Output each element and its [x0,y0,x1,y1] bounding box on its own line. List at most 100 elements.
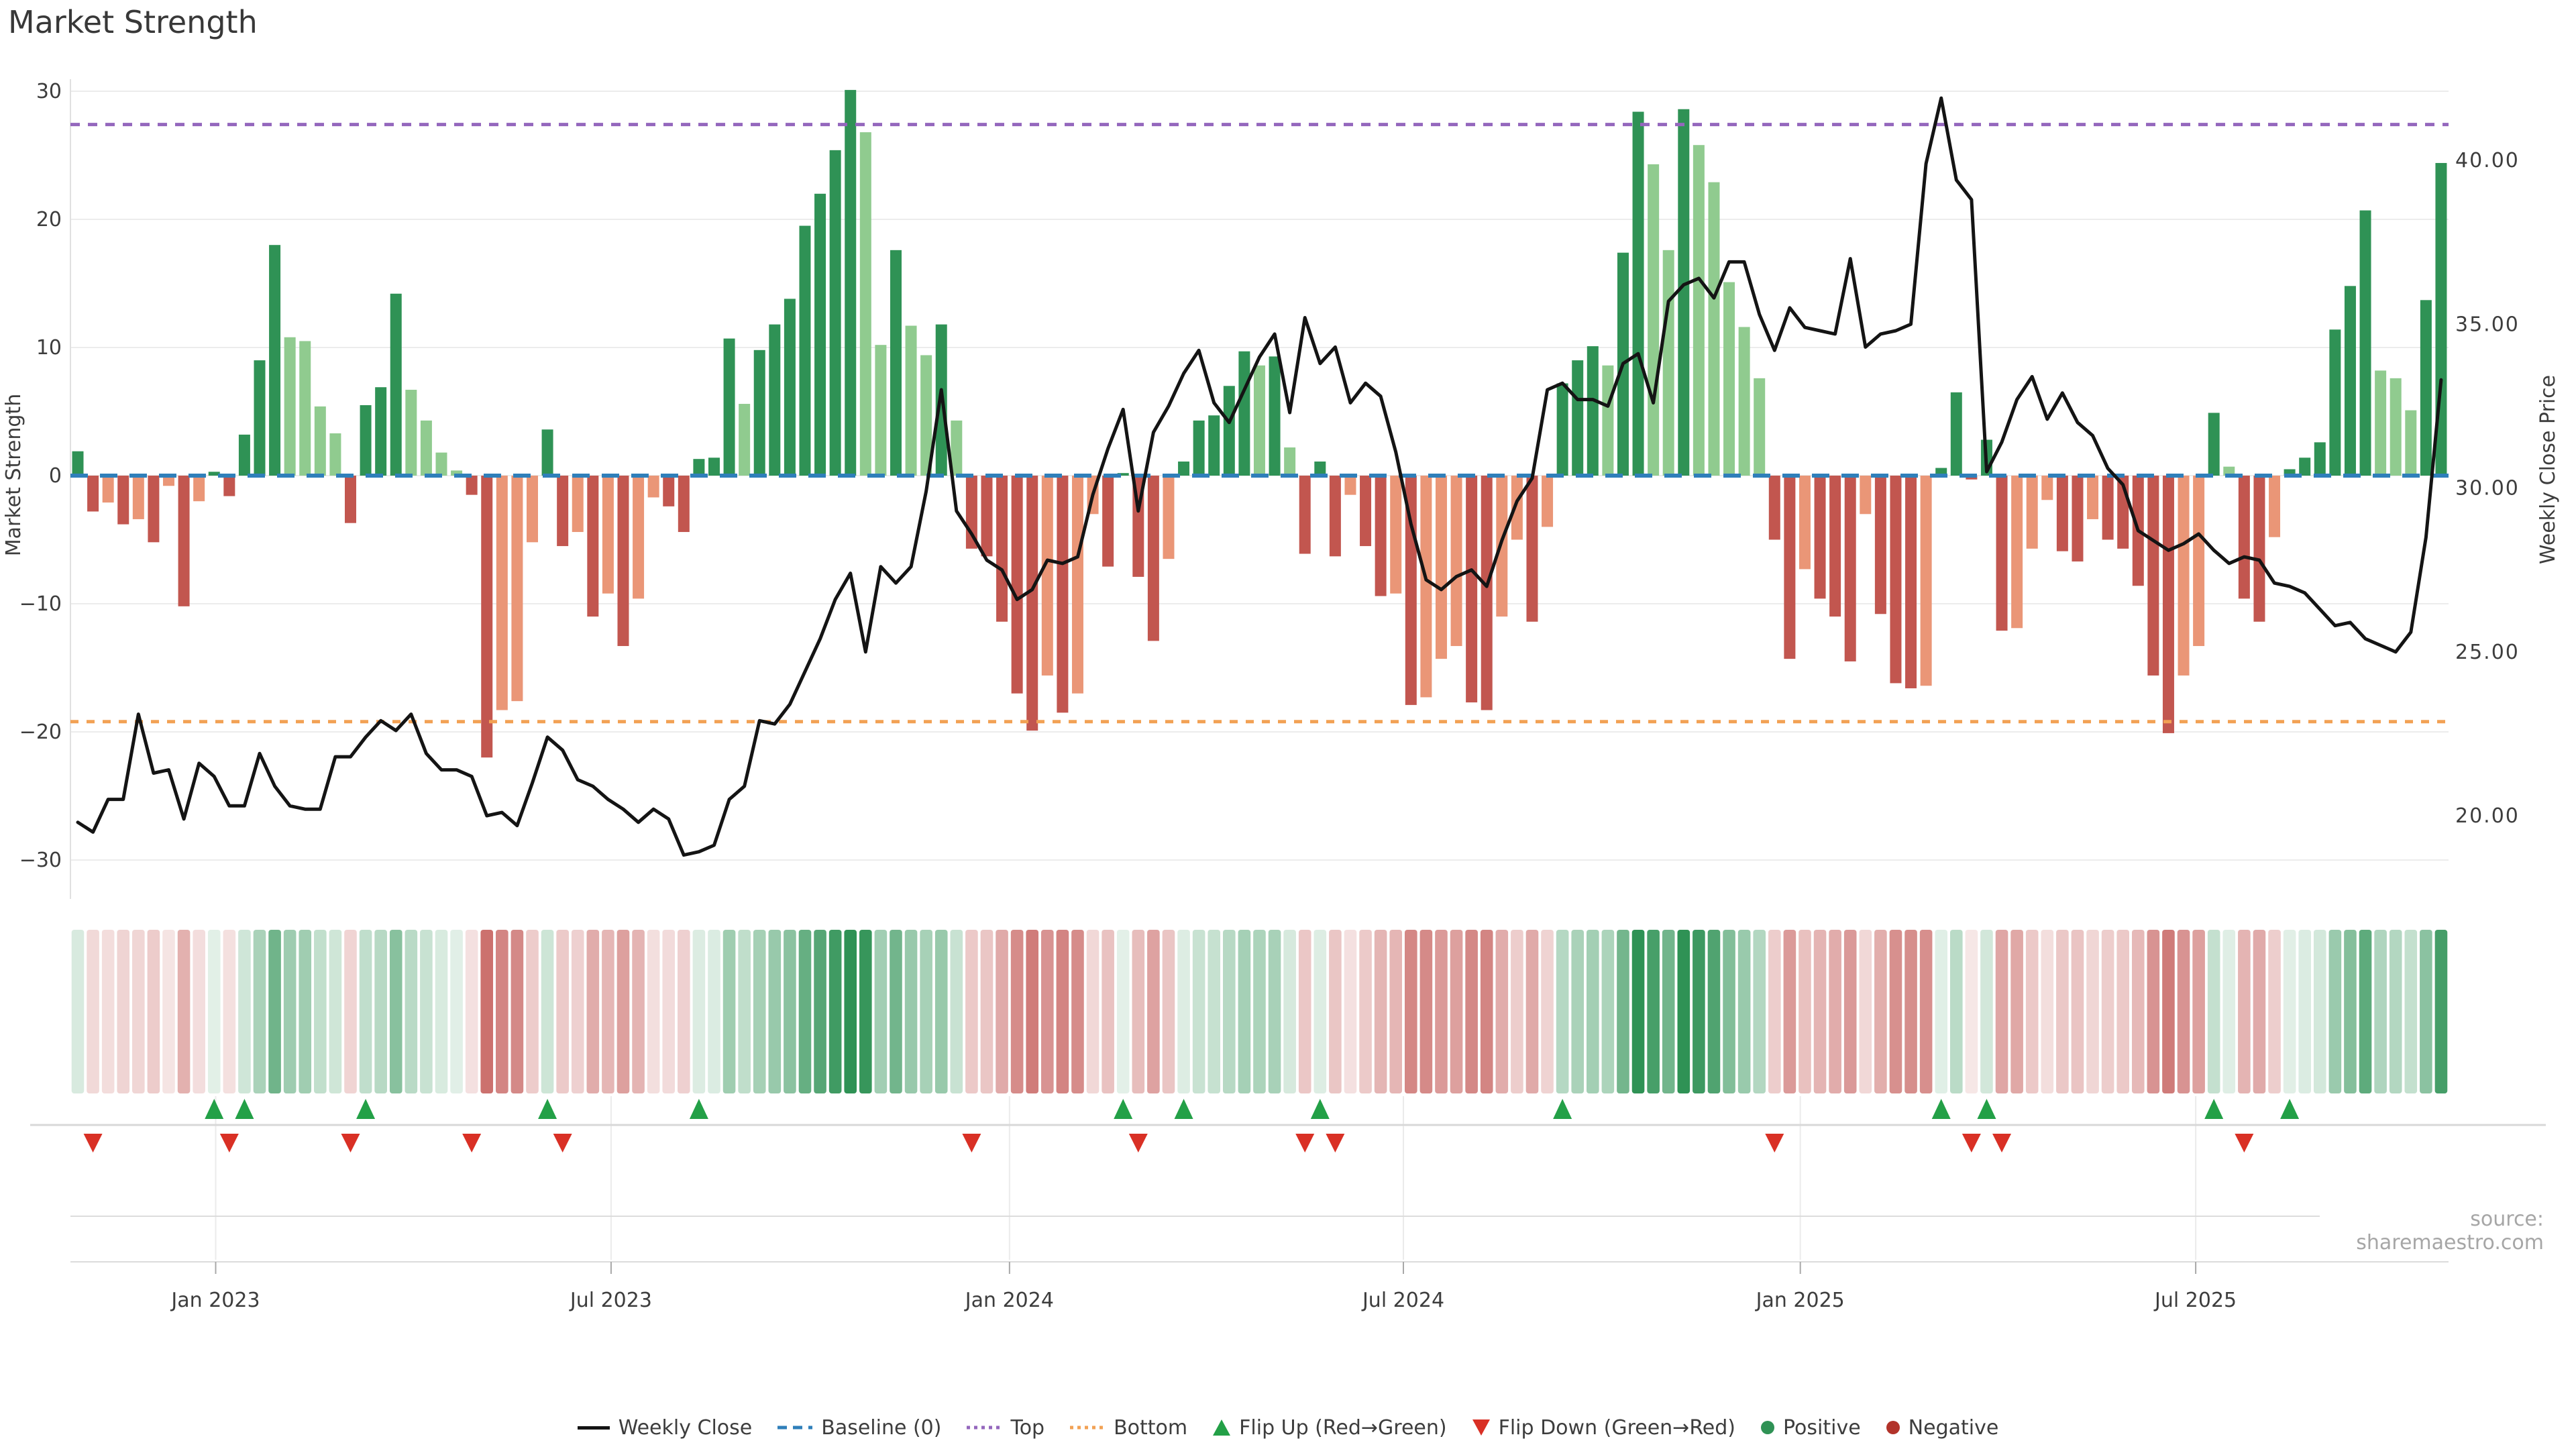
heatmap-cell [1480,930,1493,1093]
strength-bar [1860,476,1872,515]
strength-bar [162,476,174,486]
left-tick-label: 10 [36,336,62,360]
strength-bar [2269,476,2281,537]
strength-bar [2344,286,2356,476]
left-tick-label: 20 [36,208,62,231]
legend-line-icon [577,1426,610,1430]
heatmap-cell [1208,930,1221,1093]
strength-bar [633,476,645,599]
strength-bar [1450,476,1462,647]
flip-up-marker [235,1099,254,1119]
strength-bar [1542,476,1554,527]
heatmap-cell [1435,930,1448,1093]
strength-bar [2208,413,2220,476]
strength-bar [2238,476,2250,599]
heatmap-cell [1525,930,1539,1093]
heatmap-cell [405,930,418,1093]
strength-bar [1708,182,1720,476]
heatmap-cell [556,930,569,1093]
heatmap-cell [1344,930,1357,1093]
heatmap-cell [1313,930,1327,1093]
legend-item: Negative [1886,1416,1998,1440]
heatmap-cell [1737,930,1751,1093]
strength-bar [511,476,523,702]
strength-bar [299,341,311,476]
heatmap-cell [1647,930,1660,1093]
heatmap-cell [374,930,387,1093]
heatmap-cell [1693,930,1705,1093]
flip-up-marker [356,1099,376,1119]
strength-bar [1935,468,1947,476]
flip-up-marker [1114,1099,1133,1119]
heatmap-cell [1753,930,1766,1093]
heatmap-cell [904,930,918,1093]
triangle-up-icon [1213,1419,1231,1436]
strength-bar [1784,476,1796,659]
legend-label: Top [1010,1415,1045,1440]
flip-down-marker [553,1134,572,1152]
heatmap-cell [526,930,539,1093]
heatmap-cell [1223,930,1236,1093]
strength-bar [193,476,205,502]
heatmap-cell [2389,930,2402,1093]
strength-bar [1648,164,1660,476]
legend-dotted-line-icon [967,1426,1002,1430]
heatmap-cell [1949,930,1963,1093]
heatmap-cell [1283,930,1296,1093]
strength-bar [1314,461,1326,476]
heatmap-cell [1631,930,1645,1093]
strength-bar [269,245,281,476]
heatmap-cell [420,930,433,1093]
strength-bar [405,390,417,476]
strength-bar [2314,442,2326,476]
flip-up-marker [1553,1099,1572,1119]
right-tick-label: 35.00 [2455,313,2520,336]
strength-bar [951,420,963,476]
heatmap-cell [329,930,342,1093]
heatmap-cell [1995,930,2008,1093]
strength-bar [905,325,917,476]
flip-markers [30,1096,2546,1260]
strength-bar [1844,476,1856,661]
heatmap-cell [207,930,221,1093]
heatmap-cell [632,930,645,1093]
left-tick-label: −20 [19,720,62,744]
flip-down-marker [962,1134,981,1152]
heatmap-cell [2222,930,2236,1093]
left-tick-label: −10 [19,592,62,616]
strength-bar [784,299,796,476]
strength-bar [1511,476,1523,540]
triangle-down-icon [1472,1419,1490,1436]
heatmap-cell [586,930,600,1093]
heatmap-cell [87,930,99,1093]
heatmap-cell [2071,930,2084,1093]
strength-bar [1693,145,1705,476]
heatmap-cell [2192,930,2205,1093]
heatmap-cell [1102,930,1114,1093]
strength-bar [2056,476,2068,551]
strength-bar [87,476,99,512]
heatmap-cell [253,930,266,1093]
strength-bar [1269,356,1281,476]
heatmap-cell [2344,930,2357,1093]
strength-bar [1057,476,1069,713]
heatmap-cell [2101,930,2114,1093]
heatmap-cell [162,930,175,1093]
strength-bar [678,476,690,533]
heatmap-cell [1859,930,1872,1093]
strength-bar [148,476,160,543]
strength-bar [890,250,902,476]
heatmap-cell [1707,930,1721,1093]
strength-bar [375,387,387,476]
heatmap-cell [1813,930,1827,1093]
strength-bar [753,350,765,476]
strength-bar [2087,476,2099,519]
right-axis: 40.00 35.00 30.00 25.00 20.00 Weekly Close Pr… [2455,149,2560,828]
heatmap-cell [2268,930,2281,1093]
heatmap-cell [1587,930,1599,1093]
strength-bar [2147,476,2159,676]
source-note: source: sharemaestro.com [2322,1208,2544,1254]
flip-down-marker [1128,1134,1148,1152]
right-tick-label: 30.00 [2455,477,2520,500]
strength-bar [1208,415,1220,476]
